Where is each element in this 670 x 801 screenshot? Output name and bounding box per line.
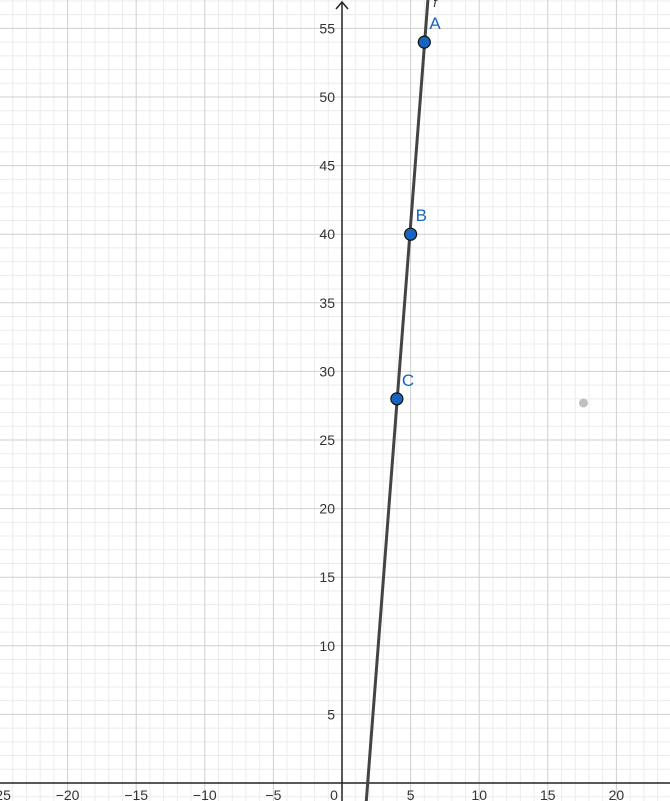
y-tick-label: 20 — [319, 501, 335, 517]
y-tick-label: 10 — [319, 638, 335, 654]
line-f-label: f — [433, 0, 438, 10]
y-tick-label: 55 — [319, 20, 335, 36]
y-tick-label: 40 — [319, 226, 335, 242]
y-tick-label: 5 — [327, 706, 335, 722]
x-tick-label: −20 — [56, 787, 80, 801]
tick-labels: −25 −20 −15 −10 −5 0 5 10 15 20 5 10 15 20 25 30 35 40 45 5… — [0, 20, 624, 801]
x-tick-label: 5 — [407, 787, 415, 801]
faded-point[interactable] — [578, 398, 588, 408]
point-label-C: C — [402, 371, 414, 390]
y-axis-arrow-icon — [335, 0, 349, 10]
point-A[interactable] — [417, 35, 431, 49]
x-tick-label: −25 — [0, 787, 11, 801]
point-label-B: B — [416, 206, 427, 225]
x-tick-label: −5 — [265, 787, 281, 801]
y-tick-label: 35 — [319, 295, 335, 311]
x-tick-label: −10 — [193, 787, 217, 801]
plot-objects[interactable]: fA B C — [364, 0, 588, 801]
x-tick-label: 20 — [609, 787, 625, 801]
x-tick-label: −15 — [124, 787, 148, 801]
y-tick-label: 15 — [319, 569, 335, 585]
x-tick-label: 10 — [471, 787, 487, 801]
x-tick-label: 0 — [330, 787, 338, 801]
x-tick-label: 15 — [540, 787, 556, 801]
point-B[interactable] — [404, 227, 418, 241]
y-tick-label: 50 — [319, 89, 335, 105]
y-tick-label: 45 — [319, 158, 335, 174]
point-label-A: A — [429, 14, 441, 33]
y-tick-label: 30 — [319, 363, 335, 379]
y-tick-label: 25 — [319, 432, 335, 448]
point-C[interactable] — [390, 392, 404, 406]
line-f[interactable] — [364, 0, 431, 801]
